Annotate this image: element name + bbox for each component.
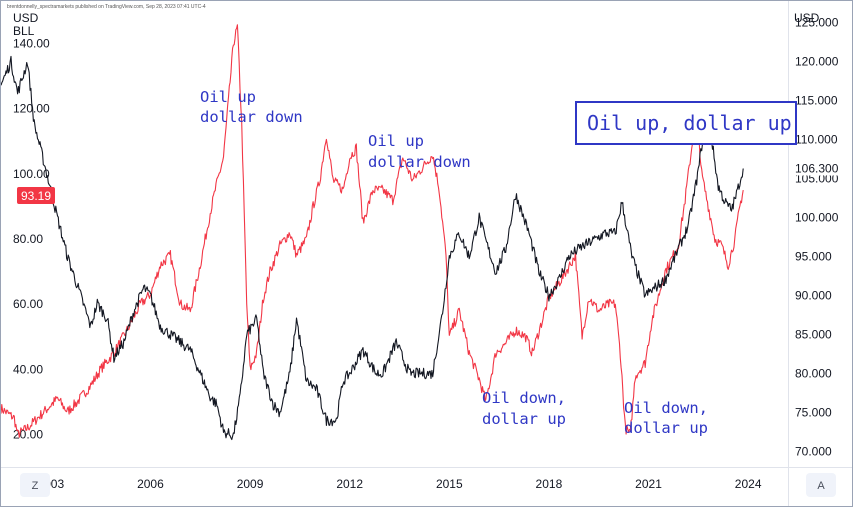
annotation-4-line-2: dollar up bbox=[624, 419, 708, 437]
time-tick-label: 2012 bbox=[336, 477, 363, 491]
annotation-2-line-1: Oil up bbox=[368, 132, 424, 150]
annotation-2-line-2: dollar down bbox=[368, 153, 471, 171]
usd-badge-background bbox=[790, 159, 842, 176]
usd-last-value-badge: 106.300 bbox=[790, 159, 842, 176]
annotation-1-line-1: Oil up bbox=[200, 88, 256, 106]
time-axis-ticks: 2003 2006 2009 2012 2015 2018 2021 2024 bbox=[37, 477, 761, 491]
right-tick-label: 75.000 bbox=[795, 405, 832, 419]
right-unit-usd: USD bbox=[794, 11, 820, 25]
right-tick-label: 70.000 bbox=[795, 444, 832, 458]
time-tick-label: 2024 bbox=[735, 477, 762, 491]
right-tick-label: 90.000 bbox=[795, 289, 832, 303]
usd-index-series-line bbox=[1, 55, 744, 441]
left-unit-usd: USD bbox=[13, 11, 39, 25]
annotation-5-text: Oil up, dollar up bbox=[587, 111, 792, 135]
annotation-4: Oil down, dollar up bbox=[624, 399, 708, 437]
auto-scale-button-label[interactable]: A bbox=[817, 480, 825, 492]
annotation-2: Oil up dollar down bbox=[368, 132, 471, 171]
oil-price-series-line bbox=[1, 24, 744, 438]
left-unit-bll: BLL bbox=[13, 24, 35, 38]
time-tick-label: 2009 bbox=[237, 477, 264, 491]
right-tick-label: 100.000 bbox=[795, 211, 839, 225]
right-axis-ticks: 70.000 75.000 80.000 85.000 90.000 95.000 100.… bbox=[795, 16, 839, 459]
zoom-button-left-label[interactable]: Z bbox=[32, 480, 39, 492]
oil-badge-background bbox=[17, 187, 55, 205]
zoom-button-left[interactable]: Z bbox=[20, 473, 50, 497]
left-tick-label: 80.00 bbox=[13, 232, 43, 246]
usd-badge-label: 106.300 bbox=[795, 161, 839, 175]
right-tick-label: 115.000 bbox=[795, 94, 838, 108]
time-tick-label: 2018 bbox=[536, 477, 563, 491]
left-tick-label: 140.00 bbox=[13, 37, 50, 51]
left-tick-label: 120.00 bbox=[13, 102, 50, 116]
annotation-3-line-1: Oil down, bbox=[482, 389, 566, 407]
auto-scale-button-bg[interactable] bbox=[806, 473, 836, 497]
annotation-3: Oil down, dollar up bbox=[482, 389, 566, 428]
right-tick-label: 95.000 bbox=[795, 250, 832, 264]
publisher-credit: brentdonnelly_spectramarkets published o… bbox=[7, 4, 206, 10]
right-tick-label: 125.000 bbox=[795, 16, 839, 30]
oil-badge-label: 93.19 bbox=[21, 189, 51, 203]
left-tick-label: 60.00 bbox=[13, 297, 43, 311]
time-tick-label: 2006 bbox=[137, 477, 164, 491]
annotation-5-boxed: Oil up, dollar up bbox=[575, 101, 797, 145]
right-tick-label: 80.000 bbox=[795, 366, 832, 380]
zoom-button-left-bg[interactable] bbox=[20, 473, 50, 497]
right-tick-label: 85.000 bbox=[795, 327, 832, 341]
annotation-1: Oil up dollar down bbox=[200, 88, 303, 126]
time-tick-label: 2015 bbox=[436, 477, 463, 491]
time-tick-label: 2021 bbox=[635, 477, 662, 491]
left-tick-label: 100.00 bbox=[13, 167, 50, 181]
oil-last-value-badge: 93.19 bbox=[17, 187, 55, 205]
right-tick-label: 110.000 bbox=[795, 133, 838, 147]
annotation-4-line-1: Oil down, bbox=[624, 399, 708, 417]
annotation-1-line-2: dollar down bbox=[200, 108, 303, 126]
series-layer bbox=[1, 24, 744, 441]
annotation-5-box bbox=[575, 101, 797, 145]
right-tick-label: 120.000 bbox=[795, 55, 839, 69]
left-tick-label: 40.00 bbox=[13, 362, 43, 376]
auto-scale-button[interactable]: A bbox=[806, 473, 836, 497]
annotation-3-line-2: dollar up bbox=[482, 410, 566, 428]
